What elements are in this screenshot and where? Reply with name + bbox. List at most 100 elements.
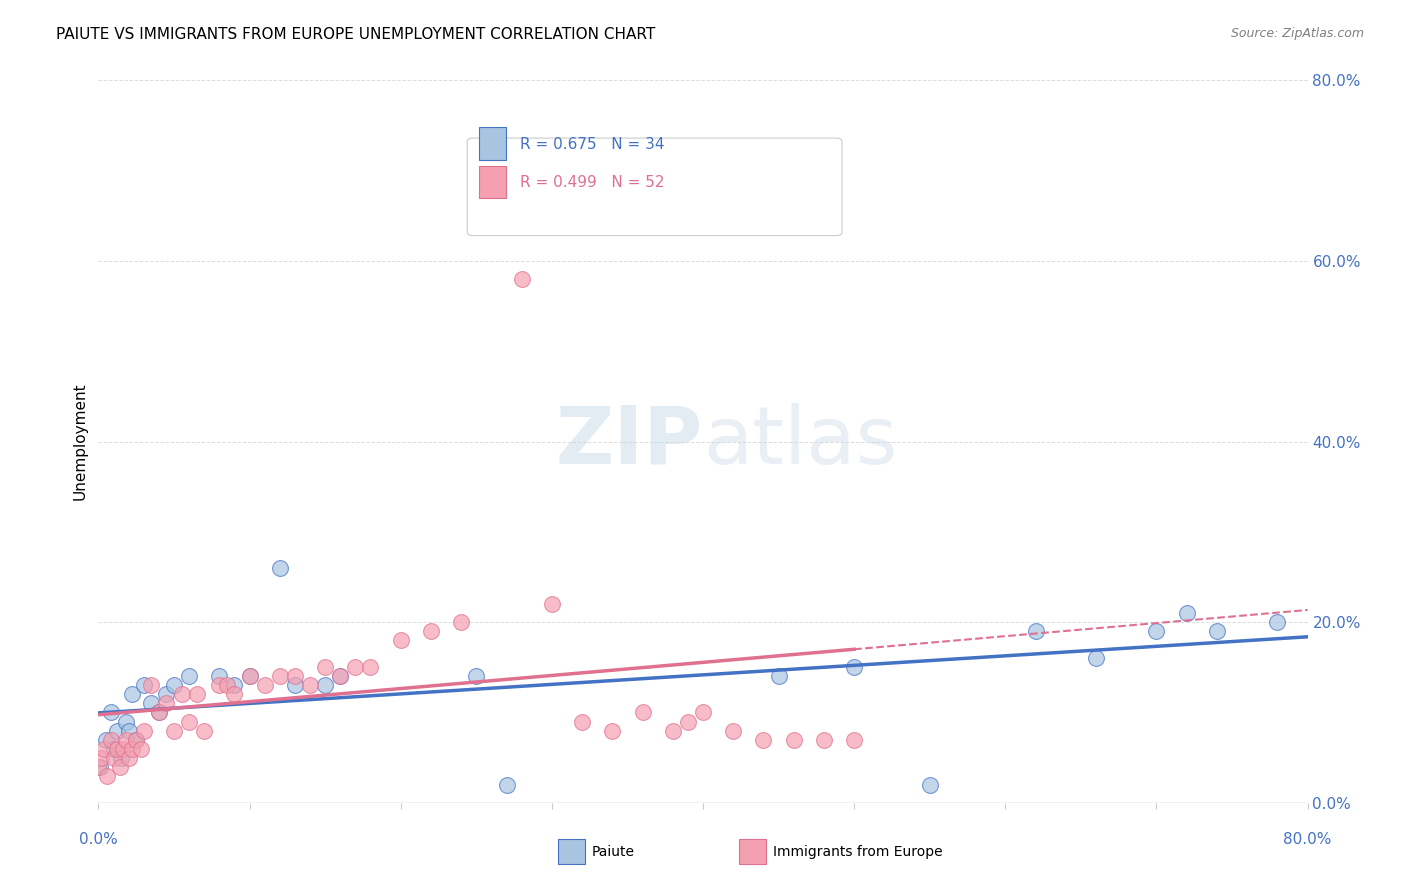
Point: [103, 741, 125, 756]
Point: [121, 687, 143, 701]
Point: [692, 706, 714, 720]
Bar: [740, 838, 766, 864]
Text: Paiute: Paiute: [592, 845, 634, 859]
Point: [269, 669, 291, 683]
Point: [1267, 615, 1289, 630]
Point: [129, 741, 152, 756]
Point: [148, 706, 170, 720]
Text: R = 0.499   N = 52: R = 0.499 N = 52: [520, 176, 665, 190]
Text: R = 0.675   N = 34: R = 0.675 N = 34: [520, 137, 665, 152]
Point: [163, 723, 186, 738]
Point: [495, 778, 517, 792]
Point: [844, 660, 866, 674]
Point: [155, 687, 177, 701]
Point: [179, 669, 201, 683]
Point: [90, 750, 112, 764]
Point: [918, 778, 941, 792]
Point: [631, 706, 654, 720]
Point: [1175, 606, 1198, 620]
Point: [118, 750, 141, 764]
Text: Immigrants from Europe: Immigrants from Europe: [773, 845, 943, 859]
Point: [299, 678, 322, 692]
Point: [125, 732, 148, 747]
Point: [100, 732, 122, 747]
Point: [661, 723, 683, 738]
Point: [110, 750, 132, 764]
Point: [1206, 624, 1229, 639]
Point: [239, 669, 262, 683]
Point: [93, 741, 115, 756]
Point: [1024, 624, 1046, 639]
Bar: [558, 838, 585, 864]
Point: [768, 669, 790, 683]
Point: [752, 732, 775, 747]
Point: [239, 669, 262, 683]
Point: [510, 272, 533, 286]
Point: [813, 732, 835, 747]
Point: [1085, 651, 1108, 665]
Point: [105, 741, 128, 756]
Point: [284, 669, 307, 683]
Point: [163, 678, 186, 692]
Point: [329, 669, 352, 683]
FancyBboxPatch shape: [467, 138, 842, 235]
Point: [314, 678, 336, 692]
Text: 80.0%: 80.0%: [1284, 831, 1331, 847]
Text: atlas: atlas: [703, 402, 897, 481]
Point: [1144, 624, 1167, 639]
Text: 0.0%: 0.0%: [79, 831, 118, 847]
Point: [284, 678, 307, 692]
Point: [224, 678, 246, 692]
Point: [360, 660, 382, 674]
Point: [155, 697, 177, 711]
Point: [783, 732, 806, 747]
Point: [676, 714, 699, 729]
Point: [179, 714, 201, 729]
Point: [94, 732, 117, 747]
Point: [314, 660, 336, 674]
Point: [118, 723, 141, 738]
Point: [148, 706, 170, 720]
Point: [215, 678, 238, 692]
Point: [105, 723, 128, 738]
Point: [420, 624, 443, 639]
Point: [269, 561, 291, 575]
Point: [141, 697, 163, 711]
Point: [111, 741, 134, 756]
Point: [208, 678, 231, 692]
Text: Source: ZipAtlas.com: Source: ZipAtlas.com: [1230, 27, 1364, 40]
Point: [125, 732, 148, 747]
Point: [602, 723, 624, 738]
Point: [224, 687, 246, 701]
Point: [114, 714, 136, 729]
Point: [132, 678, 155, 692]
Y-axis label: Unemployment: Unemployment: [73, 383, 89, 500]
Point: [193, 723, 215, 738]
Point: [87, 760, 110, 774]
Point: [465, 669, 488, 683]
Point: [329, 669, 352, 683]
Point: [344, 660, 367, 674]
Point: [89, 760, 111, 774]
Point: [208, 669, 231, 683]
Point: [96, 769, 118, 783]
Point: [540, 597, 562, 611]
Point: [114, 732, 136, 747]
Point: [186, 687, 208, 701]
Point: [450, 615, 472, 630]
Point: [141, 678, 163, 692]
Text: ZIP: ZIP: [555, 402, 703, 481]
Point: [844, 732, 866, 747]
Bar: [479, 128, 506, 160]
Point: [253, 678, 276, 692]
Point: [121, 741, 143, 756]
Point: [170, 687, 193, 701]
Point: [481, 209, 503, 223]
Point: [132, 723, 155, 738]
Point: [100, 706, 122, 720]
Point: [571, 714, 593, 729]
Point: [103, 750, 125, 764]
Bar: [479, 166, 506, 198]
Point: [723, 723, 745, 738]
Point: [108, 760, 131, 774]
